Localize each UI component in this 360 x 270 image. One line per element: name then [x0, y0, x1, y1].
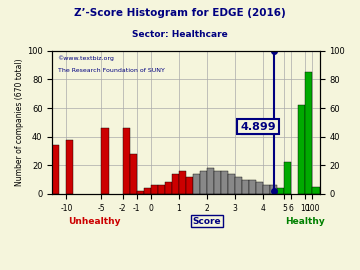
Bar	[165, 183, 172, 194]
Bar	[214, 171, 221, 194]
Bar	[52, 145, 59, 194]
Text: The Research Foundation of SUNY: The Research Foundation of SUNY	[58, 68, 165, 73]
Bar	[235, 177, 242, 194]
Bar	[228, 174, 235, 194]
Bar	[298, 105, 306, 194]
Bar	[207, 168, 214, 194]
Bar	[249, 180, 256, 194]
Bar	[277, 188, 284, 194]
Y-axis label: Number of companies (670 total): Number of companies (670 total)	[15, 59, 24, 186]
Bar	[123, 128, 130, 194]
Bar	[221, 171, 228, 194]
Bar	[306, 72, 312, 194]
Bar	[312, 187, 320, 194]
Bar	[256, 183, 263, 194]
Text: 4.899: 4.899	[240, 122, 276, 132]
Text: Unhealthy: Unhealthy	[68, 217, 121, 226]
Bar	[102, 128, 108, 194]
Bar	[242, 180, 249, 194]
Text: Z’-Score Histogram for EDGE (2016): Z’-Score Histogram for EDGE (2016)	[74, 8, 286, 18]
Bar	[158, 185, 165, 194]
Bar	[130, 154, 137, 194]
Text: Healthy: Healthy	[285, 217, 325, 226]
Bar	[263, 185, 270, 194]
Bar	[66, 140, 73, 194]
Bar	[137, 191, 144, 194]
Bar	[186, 177, 193, 194]
Bar	[270, 185, 277, 194]
Text: Score: Score	[193, 217, 221, 226]
Bar	[284, 162, 291, 194]
Text: Sector: Healthcare: Sector: Healthcare	[132, 30, 228, 39]
Text: ©www.textbiz.org: ©www.textbiz.org	[58, 55, 114, 61]
Bar	[179, 171, 186, 194]
Bar	[200, 171, 207, 194]
Bar	[172, 174, 179, 194]
Bar	[151, 185, 158, 194]
Bar	[144, 188, 151, 194]
Bar	[193, 174, 200, 194]
